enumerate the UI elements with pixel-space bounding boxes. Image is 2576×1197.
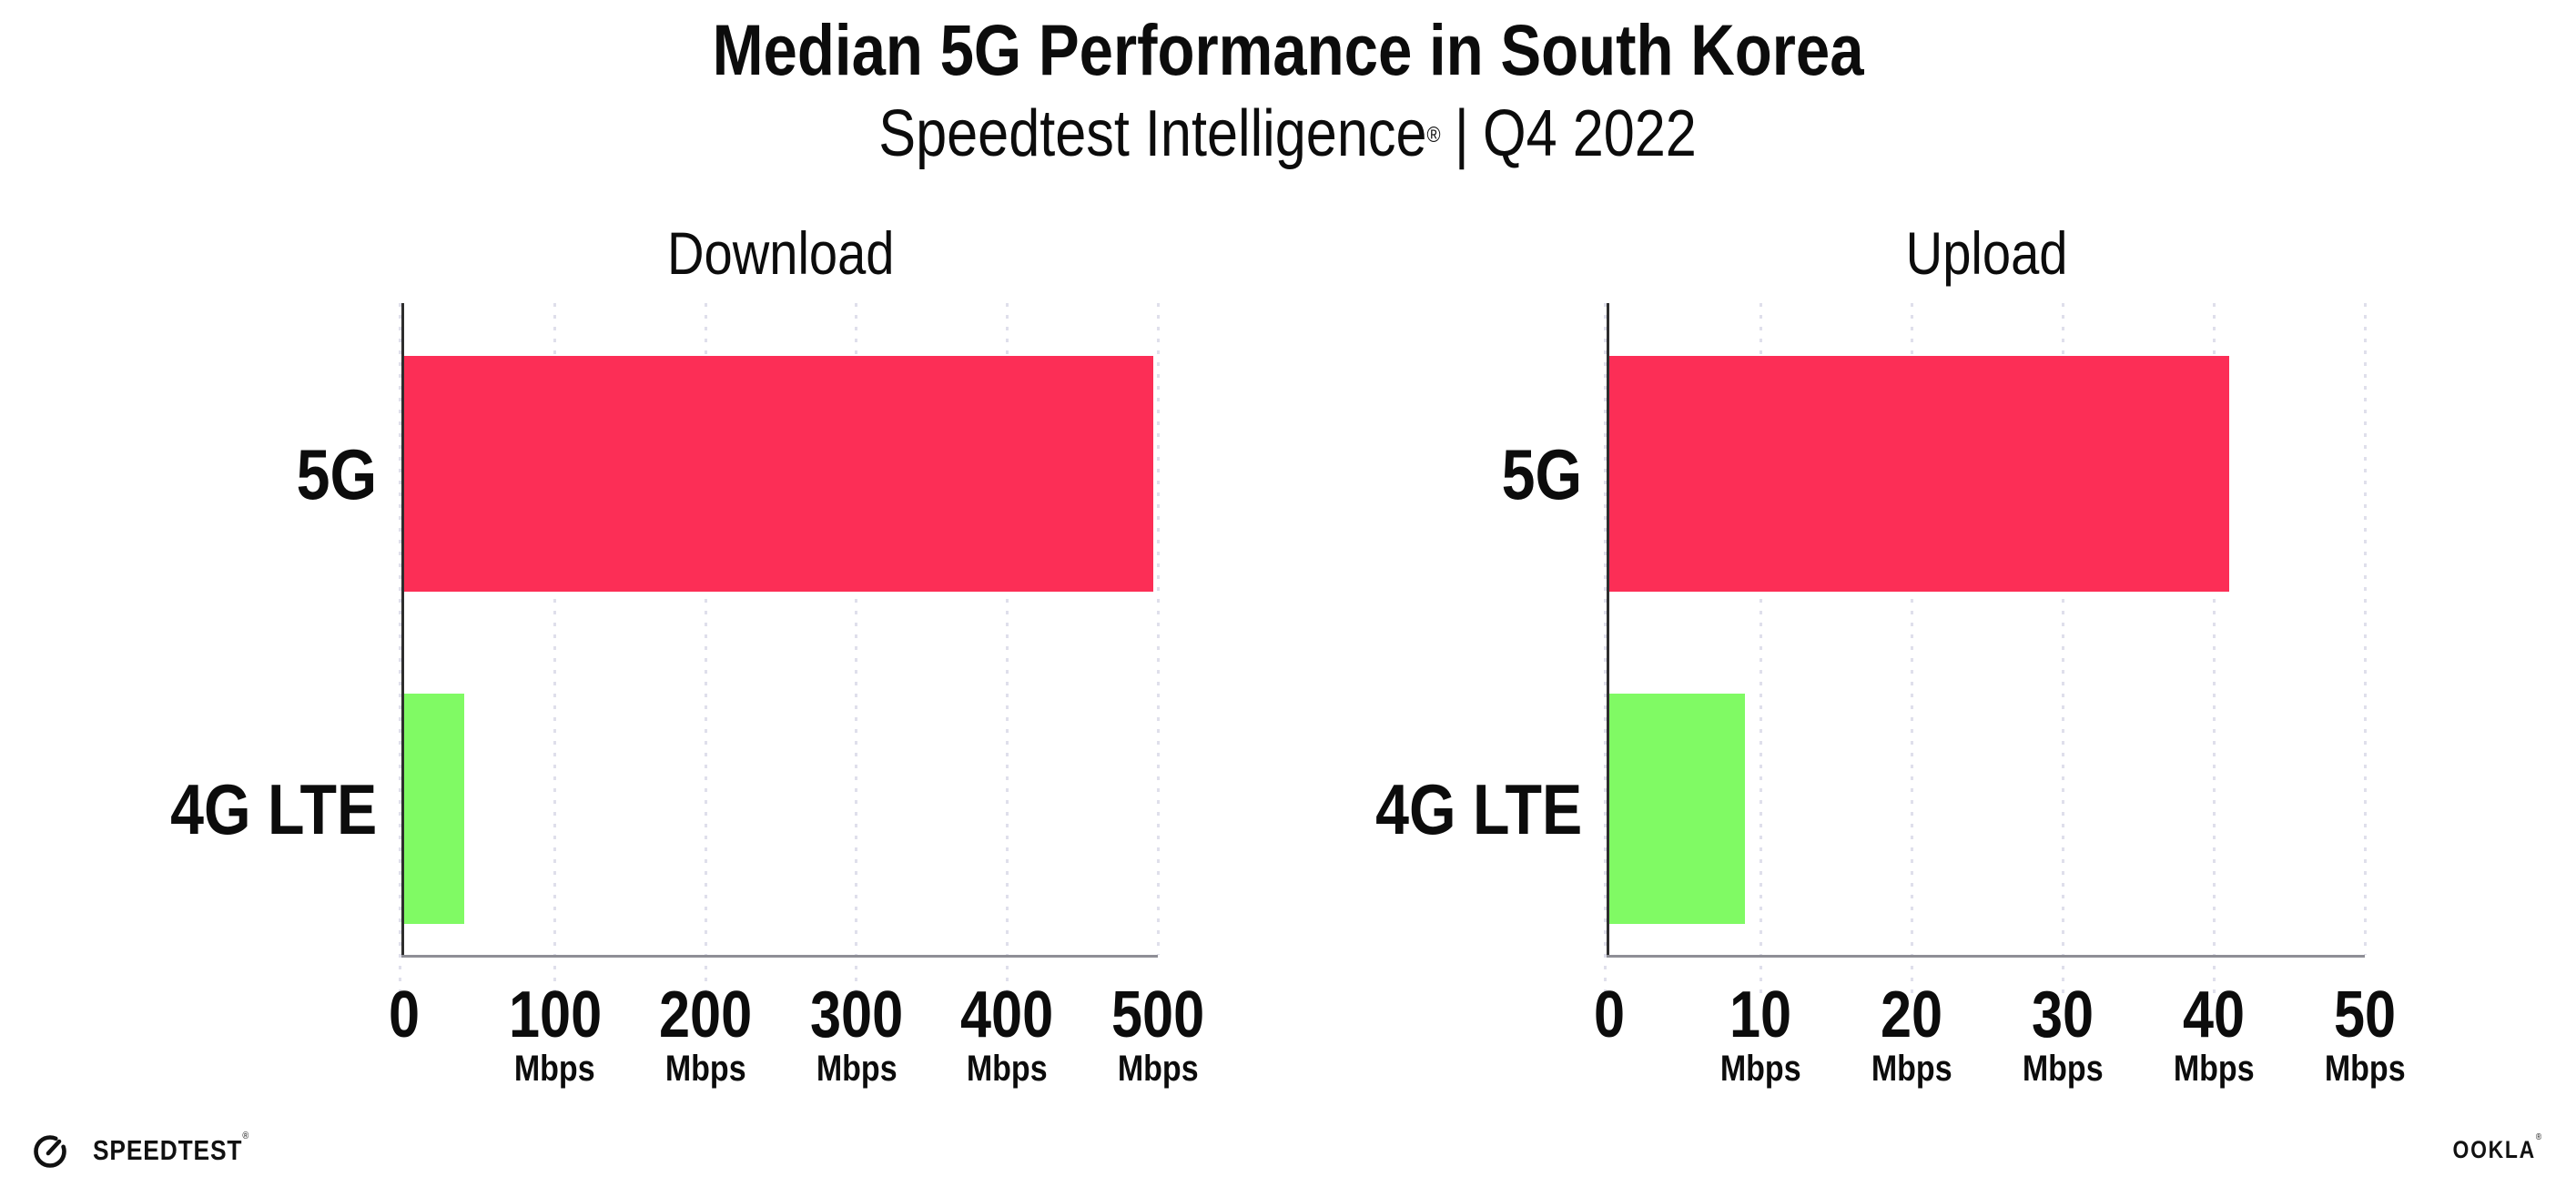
tick-unit-label: Mbps bbox=[2022, 1049, 2104, 1089]
tick-label: 200 bbox=[659, 979, 753, 1051]
tick-label: 500 bbox=[1111, 979, 1205, 1051]
tick-unit-label: Mbps bbox=[2173, 1049, 2255, 1089]
gridline bbox=[1604, 303, 1607, 993]
tick-label: 20 bbox=[1880, 979, 1943, 1051]
tick-label: 50 bbox=[2333, 979, 2397, 1051]
tick-label: 0 bbox=[1593, 979, 1626, 1051]
gridline bbox=[1156, 303, 1160, 955]
speedtest-logo: SPEEDTEST® bbox=[31, 1131, 277, 1171]
y-axis bbox=[1607, 303, 1609, 958]
speedtest-gauge-icon bbox=[34, 1135, 66, 1168]
category-label-5g: 5G bbox=[1501, 433, 1582, 514]
subtitle-brand: Speedtest Intelligence bbox=[878, 97, 1427, 170]
category-label-4g-lte: 4G LTE bbox=[1374, 768, 1582, 849]
page-subtitle: Speedtest Intelligence® | Q4 2022 bbox=[0, 91, 2576, 177]
ookla-wordmark: OOKLA bbox=[2452, 1136, 2537, 1163]
gridline bbox=[399, 303, 401, 993]
gridline bbox=[2061, 303, 2064, 993]
subtitle-period: Q4 2022 bbox=[1483, 97, 1698, 170]
category-label-4g-lte: 4G LTE bbox=[169, 768, 377, 849]
tick-unit-label: Mbps bbox=[2324, 1049, 2406, 1089]
subtitle-separator: | bbox=[1455, 97, 1470, 170]
bar-download-5g bbox=[404, 356, 1154, 592]
chart-title-upload: Upload bbox=[1906, 219, 2068, 287]
speedtest-wordmark: SPEEDTEST® bbox=[93, 1131, 250, 1166]
tick-label: 0 bbox=[388, 979, 421, 1051]
ookla-logo: OOKLA® bbox=[2437, 1132, 2543, 1164]
tick-label: 40 bbox=[2182, 979, 2246, 1051]
tick-label: 300 bbox=[809, 979, 903, 1051]
tick-unit-label: Mbps bbox=[967, 1049, 1048, 1089]
gridline bbox=[704, 303, 707, 993]
gridline bbox=[2363, 303, 2367, 955]
gridline bbox=[1759, 303, 1762, 993]
bar-upload-4g-lte bbox=[1609, 694, 1746, 924]
x-axis bbox=[1607, 955, 2365, 958]
bar-upload-5g bbox=[1609, 356, 2229, 592]
tick-label: 30 bbox=[2031, 979, 2094, 1051]
tick-unit-label: Mbps bbox=[1719, 1049, 1801, 1089]
gridline bbox=[855, 303, 858, 993]
tick-label: 100 bbox=[508, 979, 602, 1051]
gridline bbox=[2212, 303, 2216, 993]
chart-title-download: Download bbox=[667, 219, 895, 287]
tick-unit-label: Mbps bbox=[664, 1049, 746, 1089]
y-axis bbox=[401, 303, 404, 958]
gridline bbox=[1910, 303, 1913, 993]
tick-unit-label: Mbps bbox=[1117, 1049, 1199, 1089]
page-title-text: Median 5G Performance in South Korea bbox=[712, 9, 1864, 90]
tick-unit-label: Mbps bbox=[816, 1049, 898, 1089]
page-title: Median 5G Performance in South Korea bbox=[0, 7, 2576, 93]
gridline bbox=[553, 303, 557, 993]
tick-label: 400 bbox=[960, 979, 1054, 1051]
ookla-registered-icon: ® bbox=[2536, 1132, 2543, 1142]
speedtest-registered-icon: ® bbox=[242, 1131, 250, 1141]
tick-unit-label: Mbps bbox=[514, 1049, 595, 1089]
x-axis bbox=[401, 955, 1158, 958]
gridline bbox=[1005, 303, 1009, 993]
registered-trademark-icon: ® bbox=[1426, 123, 1441, 147]
tick-label: 10 bbox=[1729, 979, 1792, 1051]
category-label-5g: 5G bbox=[296, 433, 377, 514]
tick-unit-label: Mbps bbox=[1871, 1049, 1952, 1089]
bar-download-4g-lte bbox=[404, 694, 465, 924]
